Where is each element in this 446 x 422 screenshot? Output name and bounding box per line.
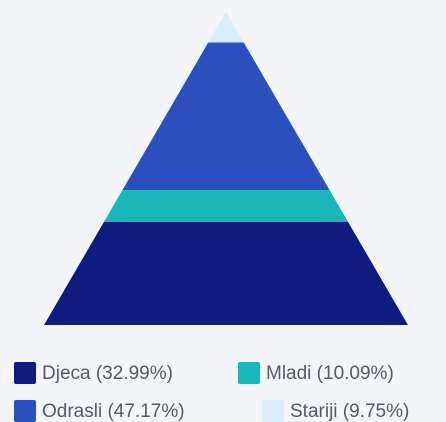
legend-label: Djeca (32.99%) (42, 363, 173, 384)
legend-swatch (262, 400, 284, 422)
legend-label: Odrasli (47.17%) (42, 401, 185, 422)
pyramid-segment (44, 221, 408, 325)
legend-swatch (238, 362, 260, 384)
legend-label: Stariji (9.75%) (290, 401, 409, 422)
pyramid-segment (104, 190, 348, 222)
legend-swatch (14, 400, 36, 422)
legend-label: Mladi (10.09%) (266, 363, 394, 384)
pyramid-segment (208, 12, 244, 43)
legend-swatch (14, 362, 36, 384)
pyramid-segment (122, 42, 330, 191)
